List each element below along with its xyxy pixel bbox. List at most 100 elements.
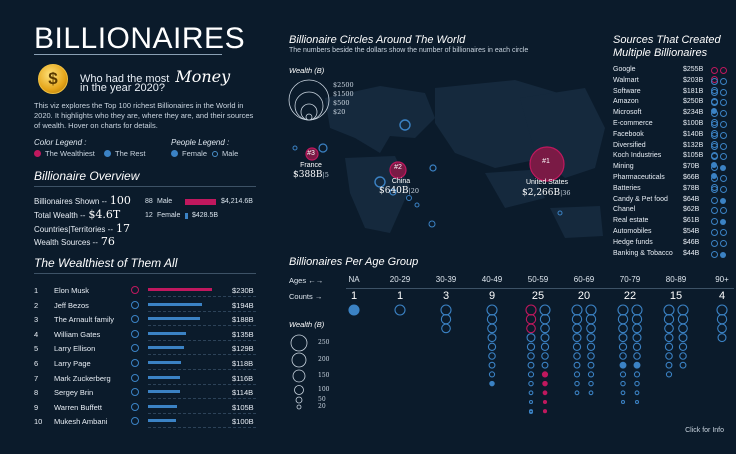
billionaire-dot[interactable]: [540, 342, 550, 351]
billionaire-dot[interactable]: [632, 323, 642, 334]
wealthiest-row[interactable]: 4 William Gates $135B: [34, 329, 256, 342]
billionaire-dot[interactable]: [527, 361, 535, 369]
source-row[interactable]: Koch Industries $105B: [613, 152, 735, 169]
billionaire-dot[interactable]: [663, 304, 675, 316]
map-circle-russia[interactable]: [399, 119, 411, 131]
billionaire-dot[interactable]: [540, 323, 550, 334]
billionaire-dot[interactable]: [528, 380, 534, 387]
source-row[interactable]: Amazon $250B: [613, 98, 735, 115]
billionaire-dot[interactable]: [572, 333, 582, 343]
billionaire-dot[interactable]: [586, 323, 596, 334]
billionaire-dot[interactable]: [540, 333, 550, 343]
billionaire-dot[interactable]: [573, 352, 581, 360]
billionaire-dot[interactable]: [526, 342, 536, 351]
source-row[interactable]: Candy & Pet food $64B: [613, 196, 735, 207]
billionaire-dot[interactable]: [586, 342, 596, 351]
wealthiest-row[interactable]: 9 Warren Buffett $105B: [34, 402, 256, 415]
billionaire-dot[interactable]: [717, 323, 727, 334]
source-row[interactable]: Facebook $140B: [613, 131, 735, 148]
billionaire-dot[interactable]: [489, 380, 495, 387]
billionaire-dot[interactable]: [488, 371, 496, 378]
billionaire-dot[interactable]: [542, 409, 548, 414]
legend-male[interactable]: Male: [212, 149, 238, 158]
billionaire-dot[interactable]: [541, 371, 549, 378]
billionaire-dot[interactable]: [633, 371, 641, 378]
billionaire-dot[interactable]: [542, 399, 548, 405]
billionaire-dot[interactable]: [571, 314, 583, 325]
billionaire-dot[interactable]: [586, 333, 596, 343]
billionaire-dot[interactable]: [574, 390, 580, 396]
legend-female[interactable]: Female: [171, 149, 207, 158]
billionaire-dot[interactable]: [677, 304, 689, 316]
billionaire-dot[interactable]: [631, 314, 643, 325]
wealthiest-bar[interactable]: [148, 317, 200, 321]
billionaire-dot[interactable]: [632, 342, 642, 351]
billionaire-dot[interactable]: [678, 342, 688, 351]
billionaire-dot[interactable]: [618, 333, 628, 343]
billionaire-dot[interactable]: [618, 342, 628, 351]
billionaire-dot[interactable]: [394, 304, 406, 316]
billionaire-dot[interactable]: [525, 314, 537, 325]
billionaire-dot[interactable]: [487, 323, 497, 334]
billionaire-dot[interactable]: [716, 314, 728, 325]
source-row[interactable]: Banking & Tobacco $44B: [613, 250, 735, 261]
billionaire-dot[interactable]: [588, 390, 594, 396]
billionaire-dot[interactable]: [440, 314, 452, 325]
billionaire-dot[interactable]: [664, 323, 674, 334]
billionaire-dot[interactable]: [572, 342, 582, 351]
source-row[interactable]: Batteries $78B: [613, 185, 735, 196]
billionaire-dot[interactable]: [542, 380, 548, 387]
billionaire-dot[interactable]: [678, 333, 688, 343]
billionaire-dot[interactable]: [487, 342, 497, 351]
billionaire-dot[interactable]: [539, 314, 551, 325]
billionaire-dot[interactable]: [541, 352, 549, 360]
gender-female-bar[interactable]: [185, 213, 188, 219]
billionaire-dot[interactable]: [348, 304, 360, 316]
billionaire-dot[interactable]: [587, 352, 595, 360]
source-row[interactable]: Pharmaceuticals $66B: [613, 174, 735, 191]
legend-wealthiest[interactable]: The Wealthiest: [34, 149, 95, 158]
map-circle-australia[interactable]: [428, 220, 436, 228]
billionaire-dot[interactable]: [619, 352, 627, 360]
billionaire-dot[interactable]: [440, 304, 452, 316]
billionaire-dot[interactable]: [618, 323, 628, 334]
wealthiest-row[interactable]: 2 Jeff Bezos $194B: [34, 300, 256, 313]
billionaire-dot[interactable]: [664, 333, 674, 343]
billionaire-dot[interactable]: [486, 314, 498, 325]
billionaire-dot[interactable]: [620, 399, 626, 405]
map-circle-germany[interactable]: [318, 143, 328, 153]
billionaire-dot[interactable]: [585, 304, 597, 316]
billionaire-dot[interactable]: [617, 304, 629, 316]
wealthiest-bar[interactable]: [148, 361, 181, 364]
billionaire-dot[interactable]: [632, 333, 642, 343]
billionaire-dot[interactable]: [588, 380, 594, 387]
billionaire-dot[interactable]: [527, 371, 535, 378]
wealthiest-row[interactable]: 10 Mukesh Ambani $100B: [34, 417, 256, 429]
source-row[interactable]: Walmart $203B: [613, 77, 735, 94]
billionaire-dot[interactable]: [541, 361, 549, 369]
billionaire-dot[interactable]: [527, 352, 535, 360]
billionaire-dot[interactable]: [488, 352, 496, 360]
billionaire-dot[interactable]: [678, 323, 688, 334]
source-row[interactable]: Hedge funds $46B: [613, 239, 735, 250]
gender-male-bar[interactable]: [185, 199, 216, 205]
wealthiest-bar[interactable]: [148, 375, 180, 379]
billionaire-dot[interactable]: [526, 323, 536, 334]
map-circle-korea[interactable]: [429, 164, 437, 172]
billionaire-dot[interactable]: [617, 314, 629, 325]
wealthiest-bar[interactable]: [148, 331, 186, 335]
source-row[interactable]: E-commerce $100B: [613, 120, 735, 137]
billionaire-dot[interactable]: [634, 390, 640, 396]
billionaire-dot[interactable]: [573, 361, 581, 369]
age-dot-columns[interactable]: [346, 300, 736, 420]
billionaire-dot[interactable]: [587, 361, 595, 369]
billionaire-dot[interactable]: [572, 323, 582, 334]
billionaire-dot[interactable]: [525, 304, 537, 316]
billionaire-dot[interactable]: [619, 371, 627, 378]
map-circle-japan[interactable]: [414, 202, 420, 208]
billionaire-dot[interactable]: [528, 409, 534, 415]
billionaire-dot[interactable]: [717, 333, 727, 343]
billionaire-dot[interactable]: [634, 399, 640, 405]
billionaire-dot[interactable]: [528, 390, 534, 396]
wealthiest-row[interactable]: 3 The Arnault family $188B: [34, 315, 256, 327]
